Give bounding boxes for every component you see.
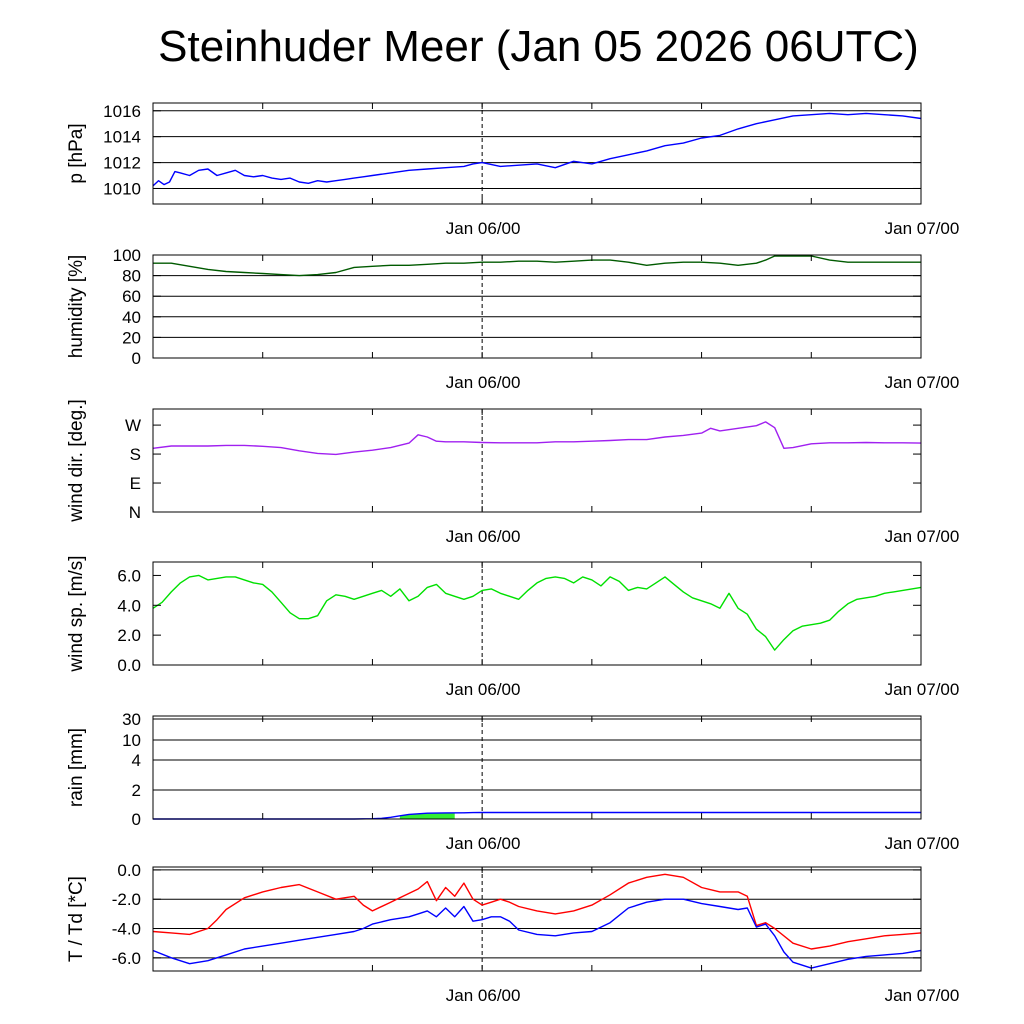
x-tick-label: Jan 06/00 bbox=[446, 373, 521, 392]
y-tick-label: 0 bbox=[132, 810, 141, 829]
plot-frame bbox=[152, 866, 922, 972]
y-axis-label: humidity [%] bbox=[66, 255, 87, 358]
y-tick-label: 40 bbox=[122, 308, 141, 327]
y-tick-label: -6.0 bbox=[112, 949, 141, 968]
x-tick-label: Jan 07/00 bbox=[885, 986, 960, 1005]
y-tick-label: 60 bbox=[122, 287, 141, 306]
y-tick-label: 4.0 bbox=[117, 596, 141, 615]
x-tick-label: Jan 07/00 bbox=[885, 527, 960, 546]
panel-5: 0 2 410 30 Jan 06/00 Jan 07/00 rain [mm] bbox=[66, 710, 959, 853]
y-tick-label: E bbox=[130, 474, 141, 493]
plot-frame bbox=[152, 715, 922, 820]
y-tick-label: 10 bbox=[122, 731, 141, 750]
x-tick-label: Jan 07/00 bbox=[885, 373, 960, 392]
y-tick-label: 1012 bbox=[103, 154, 141, 173]
plot-frame bbox=[152, 408, 922, 513]
x-tick-label: Jan 06/00 bbox=[446, 834, 521, 853]
series-line-1 bbox=[153, 811, 921, 820]
y-axis-label: wind sp. [m/s] bbox=[66, 555, 87, 672]
x-tick-label: Jan 07/00 bbox=[885, 219, 960, 238]
y-tick-label: N bbox=[129, 503, 141, 522]
series-line-1 bbox=[152, 574, 922, 651]
y-tick-label: 1016 bbox=[103, 102, 141, 121]
x-tick-label: Jan 07/00 bbox=[885, 680, 960, 699]
series-line-1 bbox=[153, 255, 921, 277]
y-tick-label: W bbox=[125, 416, 141, 435]
plot-frame bbox=[152, 561, 922, 666]
panel-6: 0.0 -2.0 -4.0 -6.0 Jan 06/00 Jan 07/00 T / Td … bbox=[66, 861, 959, 1005]
y-tick-label: -2.0 bbox=[112, 890, 141, 909]
plot-frame bbox=[152, 254, 922, 359]
x-tick-label: Jan 06/00 bbox=[446, 219, 521, 238]
y-tick-label: 1010 bbox=[103, 179, 141, 198]
y-axis-label: rain [mm] bbox=[66, 728, 87, 807]
y-tick-label: 6.0 bbox=[117, 566, 141, 585]
x-tick-label: Jan 07/00 bbox=[885, 834, 960, 853]
series-line-1 bbox=[152, 873, 922, 950]
y-tick-label: 0.0 bbox=[117, 656, 141, 675]
x-tick-label: Jan 06/00 bbox=[446, 986, 521, 1005]
y-tick-label: 100 bbox=[113, 246, 141, 265]
y-tick-label: 0 bbox=[132, 349, 141, 368]
y-tick-label: 2 bbox=[132, 781, 141, 800]
y-tick-label: 30 bbox=[122, 710, 141, 729]
y-axis-label: wind dir. [deg.] bbox=[66, 399, 87, 523]
y-tick-label: S bbox=[130, 445, 141, 464]
panel-4: 0.0 2.0 4.0 6.0 Jan 06/00 Jan 07/00 wind sp. [… bbox=[66, 555, 959, 699]
plot-frame bbox=[152, 102, 922, 205]
series-line-1 bbox=[152, 421, 922, 456]
x-tick-label: Jan 06/00 bbox=[446, 527, 521, 546]
y-tick-label: 20 bbox=[122, 328, 141, 347]
y-tick-label: 80 bbox=[122, 267, 141, 286]
y-axis-label: p [hPa] bbox=[66, 123, 87, 183]
y-tick-label: -4.0 bbox=[112, 920, 141, 939]
panel-1: 1010 1012 1014 1016 Jan 06/00 Jan 07/00 p [hPa… bbox=[66, 102, 959, 238]
page-title: Steinhuder Meer (Jan 05 2026 06UTC) bbox=[158, 22, 919, 71]
series-line-2 bbox=[152, 898, 922, 969]
y-tick-label: 0.0 bbox=[117, 861, 141, 880]
y-tick-label: 4 bbox=[132, 751, 141, 770]
y-axis-label: T / Td [*C] bbox=[66, 876, 87, 962]
y-tick-label: 1014 bbox=[103, 128, 141, 147]
series-line-1 bbox=[152, 112, 922, 187]
x-tick-label: Jan 06/00 bbox=[446, 680, 521, 699]
y-tick-label: 2.0 bbox=[117, 626, 141, 645]
